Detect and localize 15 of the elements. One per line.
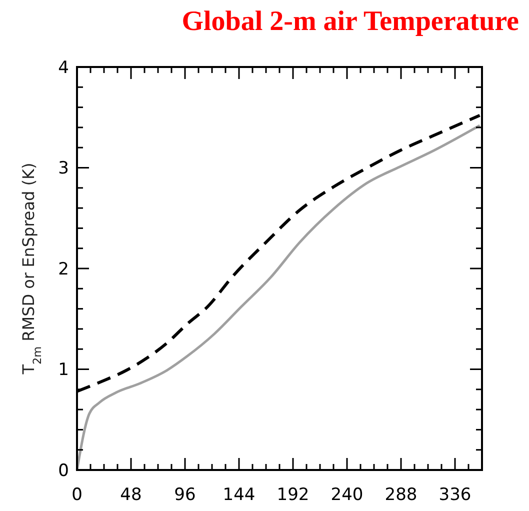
x-tick-label: 48 — [120, 485, 142, 505]
x-tick-label: 336 — [438, 485, 472, 505]
x-tick-label: 0 — [72, 485, 82, 505]
y-tick-label: 3 — [58, 158, 69, 179]
y-tick-label: 4 — [58, 58, 69, 78]
y-tick-label: 0 — [58, 460, 69, 481]
y-tick-label: 2 — [58, 259, 69, 280]
chart-title: Global 2-m air Temperature — [182, 6, 519, 37]
x-tick-label: 192 — [276, 485, 310, 505]
y-tick-label: 1 — [58, 360, 69, 380]
line-series — [76, 124, 481, 472]
x-tick-label: 144 — [222, 485, 256, 505]
x-tick-label: 288 — [384, 485, 418, 505]
x-tick-label: 240 — [330, 485, 364, 505]
x-tick-label: 96 — [174, 485, 196, 505]
